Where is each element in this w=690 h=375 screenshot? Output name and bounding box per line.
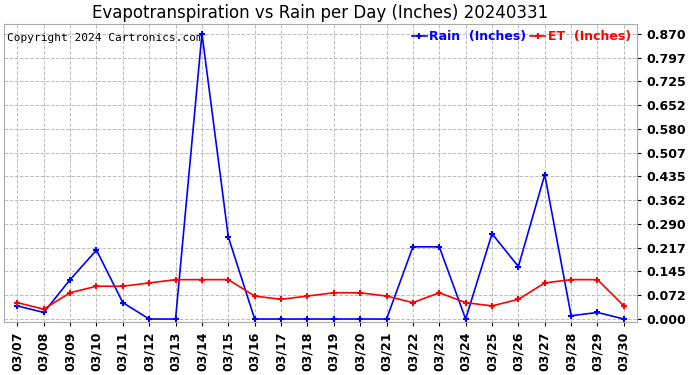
Rain  (Inches) [145, 317, 153, 321]
Rain  (Inches) [39, 310, 48, 315]
Rain  (Inches) [408, 244, 417, 249]
ET  (Inches) [92, 284, 101, 288]
Rain  (Inches) [593, 310, 602, 315]
Rain  (Inches) [620, 317, 628, 321]
ET  (Inches) [620, 304, 628, 308]
ET  (Inches) [66, 291, 75, 295]
ET  (Inches) [145, 280, 153, 285]
Rain  (Inches) [567, 314, 575, 318]
Line: Rain  (Inches): Rain (Inches) [14, 30, 627, 322]
Rain  (Inches) [171, 317, 179, 321]
Rain  (Inches) [250, 317, 259, 321]
Rain  (Inches) [224, 235, 233, 239]
ET  (Inches) [224, 278, 233, 282]
ET  (Inches) [119, 284, 127, 288]
ET  (Inches) [408, 300, 417, 305]
ET  (Inches) [198, 278, 206, 282]
Rain  (Inches) [541, 172, 549, 177]
Title: Evapotranspiration vs Rain per Day (Inches) 20240331: Evapotranspiration vs Rain per Day (Inch… [92, 4, 549, 22]
ET  (Inches) [435, 291, 444, 295]
Rain  (Inches) [13, 304, 21, 308]
Rain  (Inches) [277, 317, 285, 321]
Rain  (Inches) [382, 317, 391, 321]
ET  (Inches) [13, 300, 21, 305]
ET  (Inches) [488, 304, 496, 308]
ET  (Inches) [277, 297, 285, 302]
Rain  (Inches) [462, 317, 470, 321]
ET  (Inches) [567, 278, 575, 282]
ET  (Inches) [462, 300, 470, 305]
Rain  (Inches) [488, 231, 496, 236]
ET  (Inches) [39, 307, 48, 311]
ET  (Inches) [593, 278, 602, 282]
Rain  (Inches) [435, 244, 444, 249]
Line: ET  (Inches): ET (Inches) [14, 276, 627, 313]
Rain  (Inches) [304, 317, 312, 321]
Legend: Rain  (Inches), ET  (Inches): Rain (Inches), ET (Inches) [412, 30, 631, 43]
Rain  (Inches) [66, 278, 75, 282]
Rain  (Inches) [92, 248, 101, 252]
ET  (Inches) [541, 280, 549, 285]
ET  (Inches) [250, 294, 259, 298]
Rain  (Inches) [198, 32, 206, 36]
ET  (Inches) [356, 291, 364, 295]
Rain  (Inches) [356, 317, 364, 321]
Rain  (Inches) [330, 317, 338, 321]
Text: Copyright 2024 Cartronics.com: Copyright 2024 Cartronics.com [8, 33, 203, 43]
ET  (Inches) [382, 294, 391, 298]
ET  (Inches) [514, 297, 522, 302]
Rain  (Inches) [119, 300, 127, 305]
ET  (Inches) [330, 291, 338, 295]
Rain  (Inches) [514, 264, 522, 269]
ET  (Inches) [304, 294, 312, 298]
ET  (Inches) [171, 278, 179, 282]
